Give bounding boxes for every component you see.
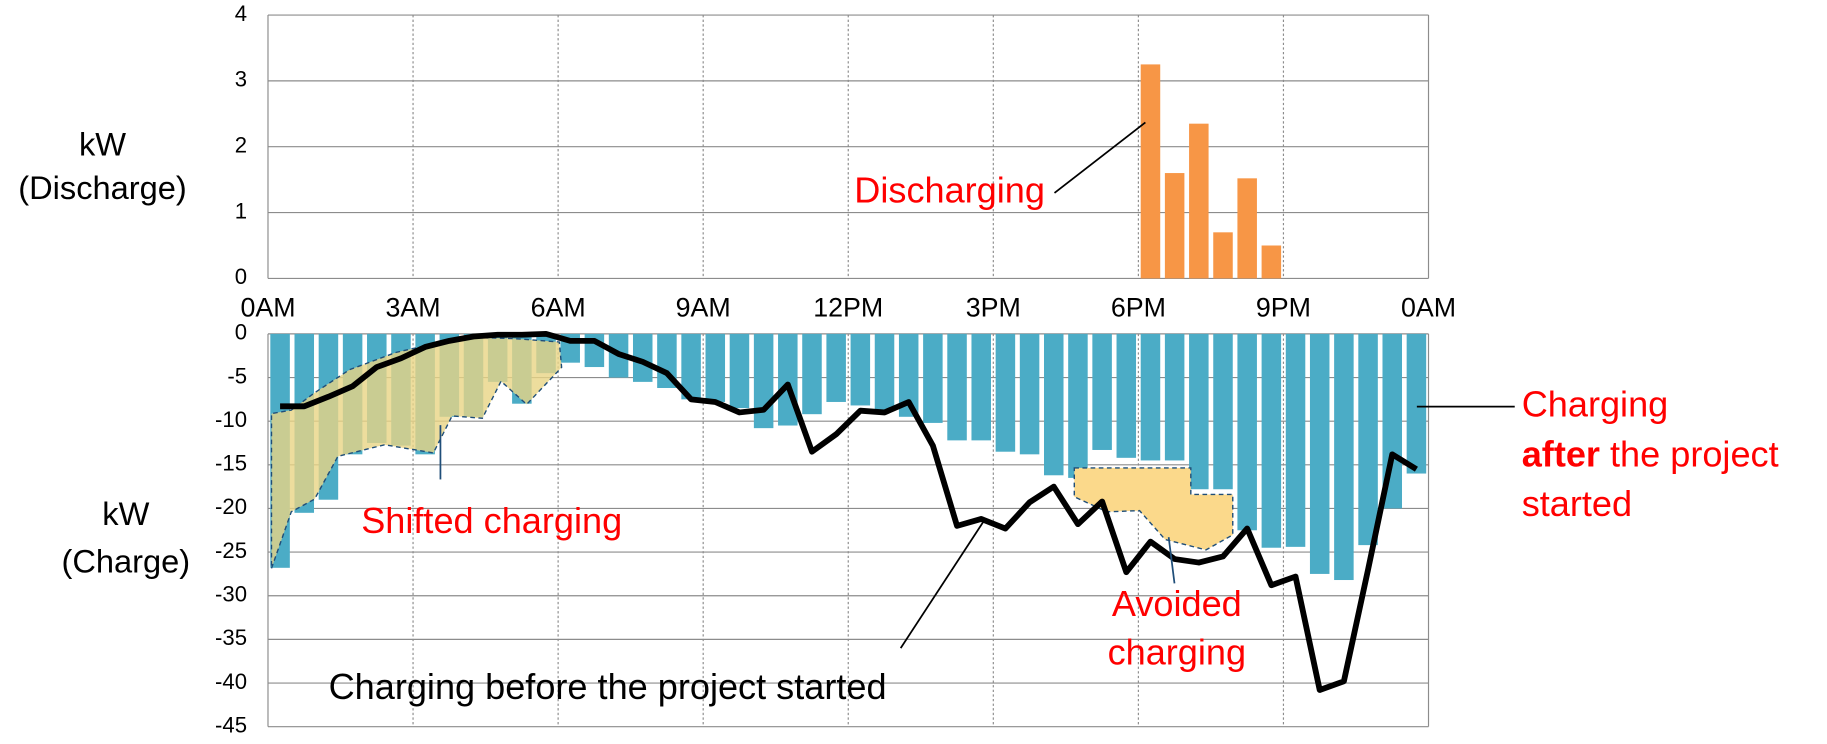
y-tick-label: -45 [215, 713, 247, 738]
bar [1189, 333, 1209, 490]
bar [1334, 333, 1354, 581]
y-tick-label: 0 [235, 320, 247, 345]
x-tick-label: 0AM [1401, 293, 1456, 323]
avoided-region [1073, 467, 1234, 551]
bar [1213, 232, 1233, 279]
bar [850, 333, 871, 406]
bar [923, 333, 943, 423]
x-tick-label: 0AM [240, 293, 295, 323]
bar [971, 333, 991, 441]
leader-before [899, 519, 986, 649]
y-axis-title: (Charge) [62, 543, 191, 579]
y-tick-label: 0 [235, 264, 247, 289]
annotation-line: Charging [1522, 383, 1669, 424]
bar [1189, 123, 1209, 279]
annotation: Charging before the project started [329, 666, 887, 707]
bar [1044, 333, 1064, 476]
leader-lines [439, 121, 1515, 649]
annotation: Discharging [854, 170, 1045, 211]
bar [632, 333, 653, 382]
annotation-part: after [1522, 433, 1600, 474]
y-tick-label: -20 [215, 494, 247, 519]
x-tick-label: 6PM [1111, 293, 1166, 323]
bar [1406, 333, 1427, 474]
leader-avoided [1167, 537, 1176, 584]
bar [1068, 333, 1088, 478]
bar [995, 333, 1016, 452]
y-axis-title: kW [79, 126, 126, 162]
bar [874, 333, 895, 411]
annotation-after: Charging after the project started [1522, 383, 1779, 523]
annotation-line: after the project [1522, 433, 1779, 474]
bar [947, 333, 967, 441]
y-axis-title: (Discharge) [18, 170, 187, 206]
line [280, 330, 1418, 693]
bar [1261, 333, 1282, 548]
bar [753, 333, 774, 429]
bar [1140, 333, 1161, 461]
bar [802, 333, 822, 415]
y-tick-label: -25 [215, 538, 247, 563]
y-tick-label: 4 [235, 1, 247, 26]
y-tick-label: -40 [215, 669, 247, 694]
annotation: Avoided [1112, 583, 1242, 624]
y-tick-label: -35 [215, 625, 247, 650]
y-tick-label: 3 [235, 67, 247, 92]
x-tick-label: 6AM [531, 293, 586, 323]
x-tick-label: 12PM [813, 293, 883, 323]
y-tick-label: 1 [235, 198, 247, 223]
bar [705, 333, 726, 402]
bar [1309, 333, 1330, 574]
x-tick-label: 9AM [676, 293, 731, 323]
bar [1140, 64, 1161, 279]
annotation: Shifted charging [361, 500, 622, 541]
y-tick-label: -30 [215, 582, 247, 607]
bar [898, 333, 919, 417]
y-axis-title: kW [102, 496, 149, 532]
annotation-part: started [1522, 483, 1632, 524]
annotation-part: the project [1600, 433, 1779, 474]
bar [1237, 178, 1257, 279]
bar [1164, 173, 1185, 279]
y-tick-label: -5 [227, 363, 247, 388]
bar [1019, 333, 1040, 455]
leader-discharging [1053, 121, 1146, 194]
front-layer [280, 64, 1418, 693]
y-tick-label: 2 [235, 133, 247, 158]
bar [1285, 333, 1306, 547]
x-tick-label: 3AM [386, 293, 441, 323]
y-tick-label: -10 [215, 407, 247, 432]
bar [1237, 333, 1257, 531]
bar [1213, 333, 1233, 490]
bar [1116, 333, 1137, 458]
bar [1092, 333, 1112, 450]
annotation: charging [1108, 632, 1247, 673]
bar [681, 333, 701, 400]
bar [1164, 333, 1185, 461]
annotation-part: Charging [1522, 383, 1669, 424]
bar [1358, 333, 1378, 546]
x-tick-label: 3PM [966, 293, 1021, 323]
bar [1261, 245, 1282, 279]
shifted-region [270, 336, 563, 569]
annotation-line: started [1522, 483, 1632, 524]
y-tick-label: -15 [215, 451, 247, 476]
bar [729, 333, 750, 409]
x-tick-label: 9PM [1256, 293, 1311, 323]
bar [826, 333, 846, 402]
annotation-shapes [270, 336, 1234, 569]
